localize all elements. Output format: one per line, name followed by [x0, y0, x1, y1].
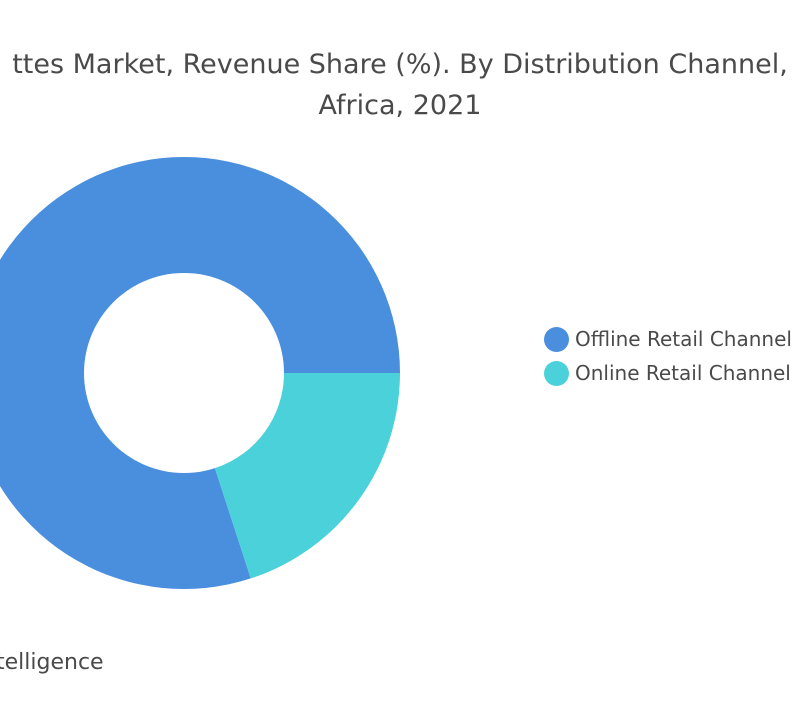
legend-swatch-online: [544, 360, 569, 386]
chart-legend: Offline Retail Channel Online Retail Cha…: [544, 322, 792, 390]
legend-label-offline: Offline Retail Channel: [575, 327, 792, 351]
chart-title: ttes Market, Revenue Share (%). By Distr…: [0, 44, 800, 126]
legend-item-online[interactable]: Online Retail Channel: [544, 356, 792, 390]
chart-title-line-1: ttes Market, Revenue Share (%). By Distr…: [12, 49, 788, 80]
slice-online[interactable]: [214, 373, 400, 579]
legend-swatch-offline: [544, 326, 569, 352]
legend-label-online: Online Retail Channel: [575, 361, 791, 385]
legend-item-offline[interactable]: Offline Retail Channel: [544, 322, 792, 356]
slice-offline[interactable]: [0, 157, 400, 589]
source-credit: telligence: [0, 650, 104, 675]
chart-title-line-2: Africa, 2021: [318, 90, 482, 121]
